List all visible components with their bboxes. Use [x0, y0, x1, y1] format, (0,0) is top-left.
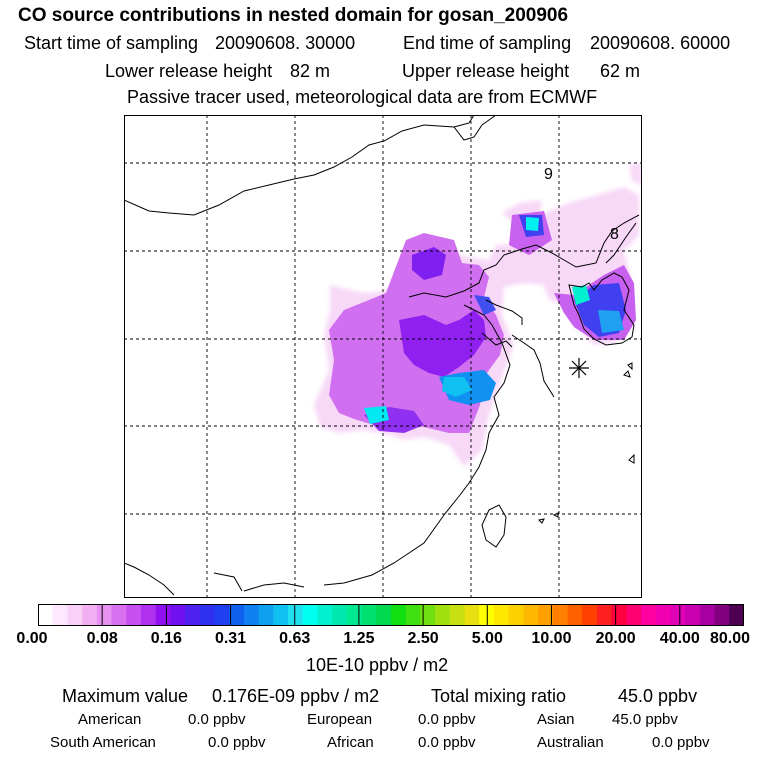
colorbar-tick-label: 0.16	[150, 630, 182, 647]
colorbar-cell	[714, 604, 730, 626]
region-value: 45.0 ppbv	[612, 711, 678, 728]
colorbar-cell	[670, 604, 686, 626]
region-name: South American	[50, 734, 156, 751]
colorbar-unit: 10E-10 ppbv / m2	[306, 655, 449, 675]
max-value-label: Maximum value	[62, 686, 189, 706]
colorbar-cell	[229, 604, 245, 626]
region-value: 0.0 ppbv	[652, 734, 710, 751]
colorbar-cell	[199, 604, 216, 626]
colorbar-cell	[126, 604, 142, 626]
colorbar-cell	[596, 604, 613, 626]
day-label: 8	[610, 226, 619, 243]
colorbar-cell	[435, 604, 451, 626]
colorbar-cell	[552, 604, 569, 626]
colorbar-tick-label: 0.00	[16, 630, 48, 647]
start-time-label: Start time of sampling	[24, 33, 199, 53]
colorbar-cell	[420, 604, 436, 626]
colorbar	[38, 604, 744, 626]
colorbar-cell	[82, 604, 98, 626]
colorbar-cell	[464, 604, 480, 626]
tracer-note: Passive tracer used, meteorological data…	[127, 87, 598, 107]
colorbar-cell	[111, 604, 127, 626]
total-mixing-value: 45.0 ppbv	[618, 686, 698, 706]
graticule	[124, 115, 642, 598]
colorbar-cell	[243, 604, 260, 626]
colorbar-tick-label: 40.00	[659, 630, 700, 647]
colorbar-cell	[185, 604, 201, 626]
region-value: 0.0 ppbv	[188, 711, 246, 728]
colorbar-cell	[611, 604, 627, 626]
colorbar-cell	[391, 604, 407, 626]
plume-layer-hotspot	[364, 217, 624, 424]
colorbar-cell	[699, 604, 716, 626]
colorbar-tick-label: 2.50	[407, 630, 439, 647]
colorbar-cell	[288, 604, 304, 626]
lower-height-value: 82 m	[290, 61, 331, 81]
colorbar-tick-label: 20.00	[595, 630, 636, 647]
region-value: 0.0 ppbv	[418, 734, 476, 751]
end-time-label: End time of sampling	[403, 33, 572, 53]
colorbar-tick-label: 1.25	[343, 630, 375, 647]
colorbar-cell	[405, 604, 422, 626]
colorbar-cell	[508, 604, 524, 626]
colorbar-cell	[214, 604, 230, 626]
map-frame	[124, 115, 642, 598]
colorbar-cell	[67, 604, 83, 626]
page-title: CO source contributions in nested domain…	[18, 5, 569, 26]
colorbar-cell	[376, 604, 392, 626]
colorbar-tick-label: 0.08	[86, 630, 118, 647]
end-time-value: 20090608. 60000	[590, 33, 731, 53]
region-name: Australian	[537, 734, 604, 751]
region-name: European	[307, 711, 373, 728]
colorbar-cell	[641, 604, 657, 626]
colorbar-cell	[626, 604, 642, 626]
upper-height-label: Upper release height	[402, 61, 570, 81]
region-name: American	[78, 711, 142, 728]
colorbar-tick-label: 80.00	[709, 630, 751, 647]
colorbar-cell	[302, 604, 319, 626]
region-name: Asian	[537, 711, 575, 728]
colorbar-cell	[273, 604, 289, 626]
colorbar-cell	[346, 604, 363, 626]
region-value: 0.0 ppbv	[418, 711, 476, 728]
colorbar-cell	[52, 604, 69, 626]
colorbar-tick-label: 5.00	[471, 630, 503, 647]
colorbar-cell	[582, 604, 598, 626]
colorbar-cell	[685, 604, 701, 626]
colorbar-cell	[96, 604, 113, 626]
colorbar-cell	[449, 604, 466, 626]
colorbar-cell	[38, 604, 54, 626]
colorbar-tick-label: 0.31	[214, 630, 247, 647]
colorbar-cell	[567, 604, 583, 626]
colorbar-tick-label: 10.00	[531, 630, 572, 647]
start-time-value: 20090608. 30000	[215, 33, 356, 53]
colorbar-cell	[538, 604, 554, 626]
footprint-map: 9 8	[124, 115, 642, 598]
colorbar-cell	[258, 604, 274, 626]
lower-height-label: Lower release height	[105, 61, 273, 81]
colorbar-cell	[332, 604, 348, 626]
colorbar-cell	[523, 604, 539, 626]
colorbar-cell	[170, 604, 186, 626]
region-name: African	[327, 734, 374, 751]
coastlines	[124, 115, 640, 596]
colorbar-cell	[655, 604, 672, 626]
colorbar-cell	[140, 604, 157, 626]
asterisk-station-icon	[569, 358, 589, 378]
upper-height-value: 62 m	[600, 61, 641, 81]
colorbar-tick-label: 0.63	[279, 630, 311, 647]
total-mixing-label: Total mixing ratio	[431, 686, 567, 706]
day-label: 9	[544, 166, 553, 183]
colorbar-cell	[361, 604, 377, 626]
colorbar-cell	[729, 604, 744, 626]
colorbar-cell	[317, 604, 333, 626]
region-value: 0.0 ppbv	[208, 734, 266, 751]
max-value: 0.176E-09 ppbv / m2	[212, 686, 380, 706]
colorbar-cell	[493, 604, 510, 626]
colorbar-cell	[155, 604, 171, 626]
